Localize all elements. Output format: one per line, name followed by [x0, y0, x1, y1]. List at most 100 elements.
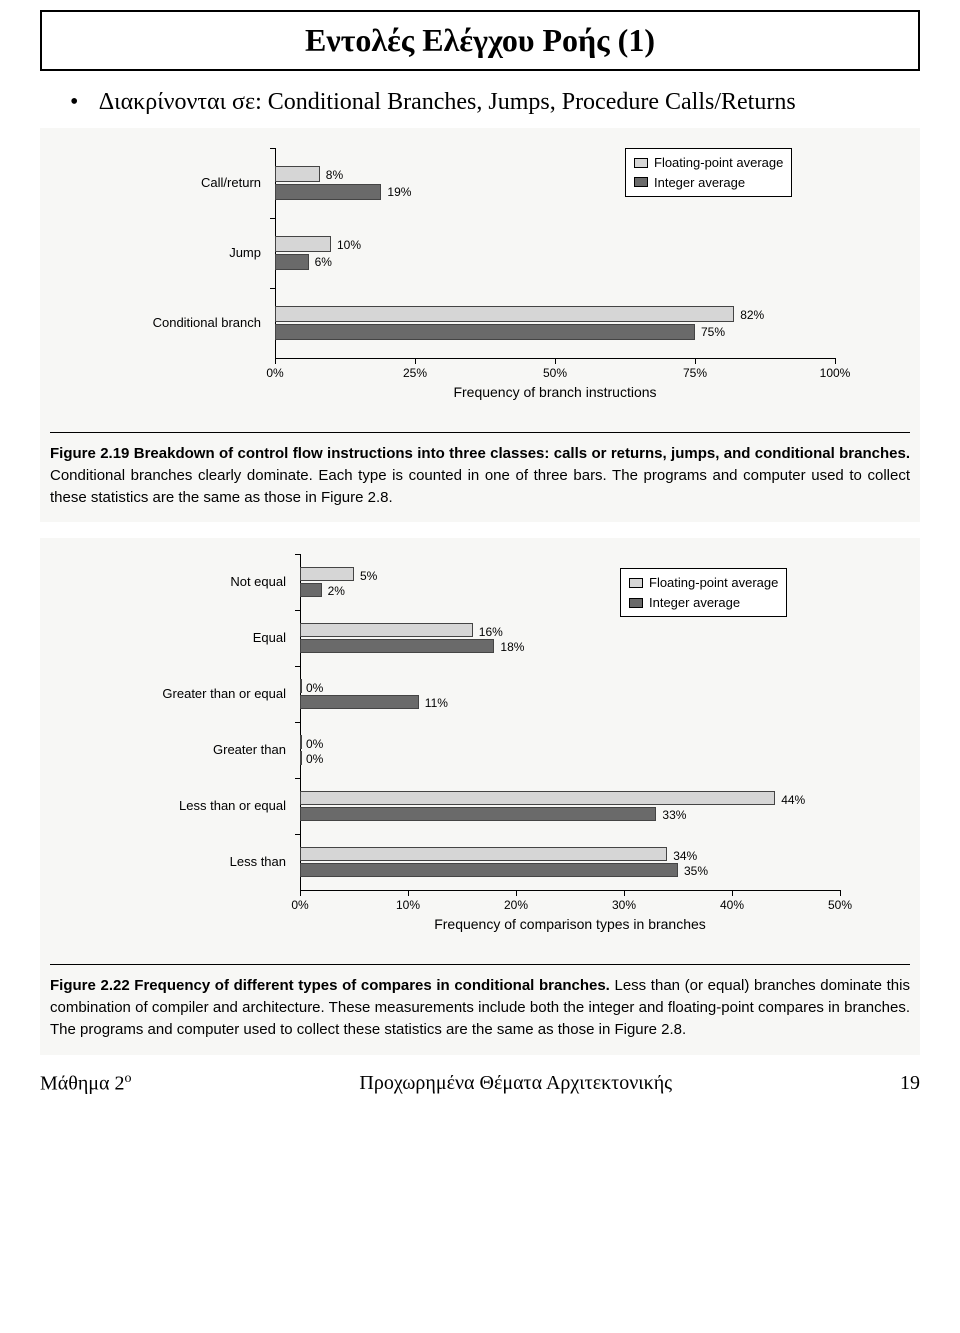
bar-int-label: 11% [425, 696, 448, 710]
bar-int [300, 807, 656, 821]
legend-label-fp: Floating-point average [649, 573, 778, 593]
x-tick [415, 358, 416, 364]
bullet-text: Διακρίνονται σε: Conditional Branches, J… [99, 89, 796, 115]
bar-fp [300, 679, 302, 693]
legend-label-int: Integer average [654, 173, 745, 193]
x-axis-title: Frequency of comparison types in branche… [300, 916, 840, 932]
x-tick-label: 20% [496, 898, 536, 912]
bar-fp [300, 847, 667, 861]
x-tick-label: 40% [712, 898, 752, 912]
category-label: Greater than or equal [60, 686, 286, 701]
bar-int-label: 35% [684, 864, 708, 878]
legend-swatch-fp [634, 158, 648, 168]
bar-fp-label: 5% [360, 569, 377, 583]
bar-fp-label: 16% [479, 625, 503, 639]
bar-fp-label: 34% [673, 849, 697, 863]
bar-int-label: 6% [315, 255, 332, 269]
bar-fp [275, 166, 320, 182]
x-tick-label: 75% [675, 366, 715, 380]
chart2-area: 0%10%20%30%40%50%Frequency of comparison… [60, 548, 900, 950]
bar-int [300, 695, 419, 709]
y-tick [295, 722, 300, 723]
category-label: Call/return [65, 175, 261, 190]
fig1-caption-lead: Figure 2.19 Breakdown of control flow in… [50, 445, 910, 462]
fig1-caption: Figure 2.19 Breakdown of control flow in… [50, 443, 910, 508]
y-tick [295, 610, 300, 611]
footer-left: Μάθημα 2ο [40, 1071, 132, 1096]
bar-fp-label: 10% [337, 238, 361, 252]
bar-fp-label: 82% [740, 308, 764, 322]
bar-int-label: 2% [328, 584, 345, 598]
fig1-caption-rest: Conditional branches clearly dominate. E… [50, 467, 910, 506]
bar-int [300, 583, 322, 597]
bar-fp-label: 44% [781, 793, 805, 807]
category-label: Jump [65, 245, 261, 260]
x-tick [408, 890, 409, 896]
y-tick [270, 148, 275, 149]
fig1-rule [50, 432, 910, 433]
x-tick-label: 0% [255, 366, 295, 380]
x-tick [695, 358, 696, 364]
bar-int-label: 0% [306, 752, 323, 766]
bullet-line: • Διακρίνονται σε: Conditional Branches,… [70, 89, 920, 116]
bar-fp-label: 0% [306, 681, 323, 695]
bullet-dot: • [70, 89, 94, 116]
bar-int [300, 863, 678, 877]
page-title-box: Εντολές Ελέγχου Ροής (1) [40, 10, 920, 71]
x-axis [300, 890, 840, 891]
legend-swatch-int [629, 598, 643, 608]
x-tick-label: 100% [815, 366, 855, 380]
legend: Floating-point averageInteger average [620, 568, 787, 617]
figure-2-19: 0%25%50%75%100%Frequency of branch instr… [40, 128, 920, 522]
category-label: Conditional branch [65, 315, 261, 330]
footer-right: 19 [900, 1072, 920, 1095]
legend-swatch-int [634, 177, 648, 187]
bar-int-label: 75% [701, 325, 725, 339]
y-tick [295, 778, 300, 779]
x-tick [835, 358, 836, 364]
x-tick-label: 50% [535, 366, 575, 380]
x-tick [300, 890, 301, 896]
legend-row-int: Integer average [629, 593, 778, 613]
figure-2-22: 0%10%20%30%40%50%Frequency of comparison… [40, 538, 920, 1054]
footer-left-text: Μάθημα 2 [40, 1072, 125, 1094]
chart1-area: 0%25%50%75%100%Frequency of branch instr… [65, 138, 895, 418]
bar-int [275, 324, 695, 340]
x-tick-label: 25% [395, 366, 435, 380]
x-tick [516, 890, 517, 896]
legend-row-fp: Floating-point average [629, 573, 778, 593]
x-tick-label: 0% [280, 898, 320, 912]
fig2-caption: Figure 2.22 Frequency of different types… [50, 975, 910, 1040]
category-label: Not equal [60, 574, 286, 589]
bar-int [300, 639, 494, 653]
bar-fp [300, 735, 302, 749]
category-label: Greater than [60, 742, 286, 757]
category-label: Less than or equal [60, 798, 286, 813]
y-tick [295, 834, 300, 835]
y-tick [270, 218, 275, 219]
bar-fp [300, 791, 775, 805]
bar-int-label: 33% [662, 808, 686, 822]
bar-int [300, 751, 302, 765]
x-tick-label: 10% [388, 898, 428, 912]
page-title: Εντολές Ελέγχου Ροής (1) [42, 22, 918, 59]
fig2-caption-lead: Figure 2.22 Frequency of different types… [50, 977, 610, 994]
category-label: Less than [60, 854, 286, 869]
bar-fp-label: 8% [326, 168, 343, 182]
bar-int [275, 184, 381, 200]
fig2-rule [50, 964, 910, 965]
page-footer: Μάθημα 2ο Προχωρημένα Θέματα Αρχιτεκτονι… [40, 1071, 920, 1096]
y-tick [295, 554, 300, 555]
bar-fp [300, 567, 354, 581]
bar-fp [300, 623, 473, 637]
footer-left-sup: ο [125, 1071, 132, 1086]
legend-row-fp: Floating-point average [634, 153, 783, 173]
x-tick [840, 890, 841, 896]
x-tick [275, 358, 276, 364]
legend-label-int: Integer average [649, 593, 740, 613]
legend-row-int: Integer average [634, 173, 783, 193]
footer-center: Προχωρημένα Θέματα Αρχιτεκτονικής [359, 1072, 672, 1095]
bar-int-label: 19% [387, 185, 411, 199]
legend-swatch-fp [629, 578, 643, 588]
y-axis [300, 554, 301, 890]
